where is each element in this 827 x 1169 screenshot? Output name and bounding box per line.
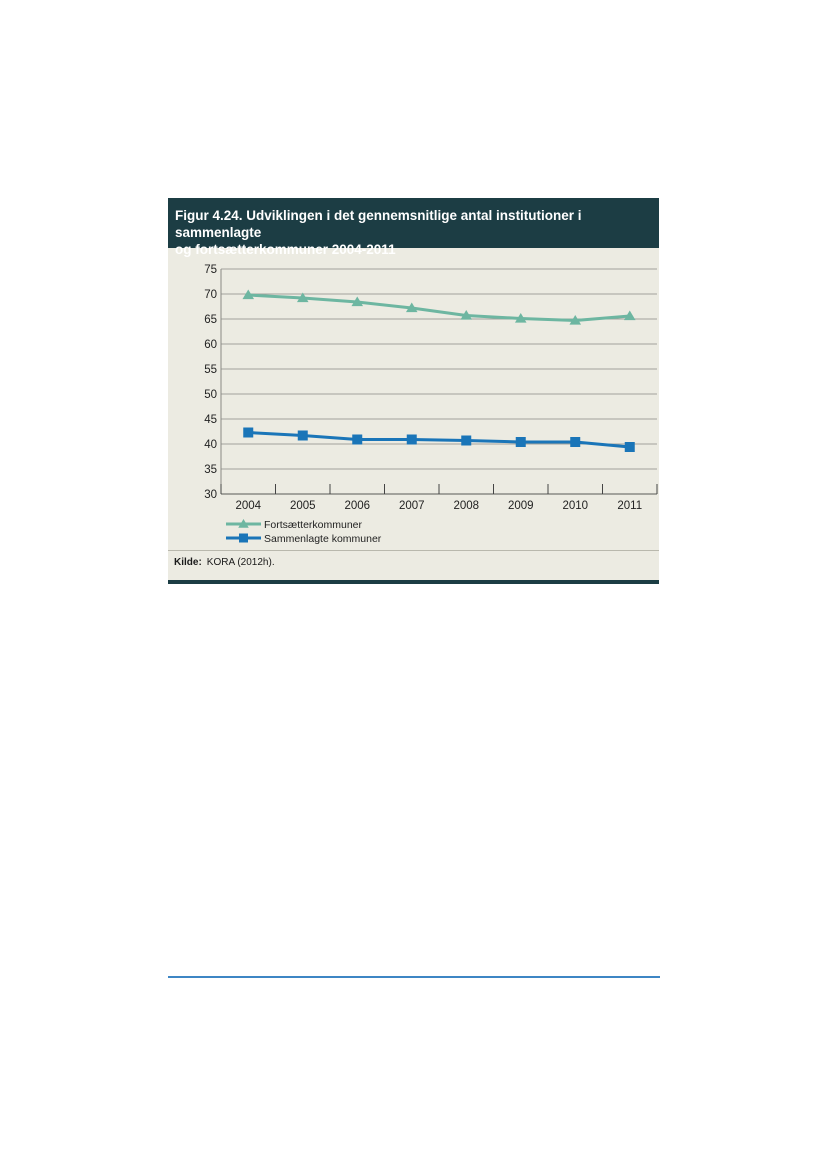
y-tick-label: 50 xyxy=(204,389,217,401)
legend-marker-triangle xyxy=(238,519,249,528)
data-point-square xyxy=(406,434,417,445)
y-tick-label: 65 xyxy=(204,314,217,326)
y-tick-label: 55 xyxy=(204,364,217,376)
data-point-square xyxy=(624,442,635,452)
y-tick-label: 60 xyxy=(204,339,217,351)
data-point-triangle xyxy=(242,289,255,300)
y-tick-label: 75 xyxy=(204,264,217,276)
legend-label: Fortsætterkommuner xyxy=(264,519,363,531)
data-point-triangle xyxy=(460,310,473,320)
figure-panel: Figur 4.24. Udviklingen i det gennemsnit… xyxy=(168,198,659,584)
footer-rule xyxy=(168,976,660,978)
series-line xyxy=(248,293,630,322)
y-tick-label: 70 xyxy=(204,289,217,301)
data-point-triangle xyxy=(351,296,364,307)
legend-label: Sammenlagte kommuner xyxy=(264,533,382,545)
legend-marker-square xyxy=(239,533,248,543)
x-tick-label: 2010 xyxy=(562,500,588,512)
figure-title-line-1: Figur 4.24. Udviklingen i det gennemsnit… xyxy=(175,208,582,240)
y-tick-label: 30 xyxy=(204,489,217,501)
y-tick-label: 40 xyxy=(204,439,217,451)
data-point-triangle xyxy=(623,310,636,321)
series-line xyxy=(248,431,630,449)
source-text: KORA (2012h). xyxy=(206,557,275,568)
x-tick-label: 2005 xyxy=(290,500,316,512)
x-tick-label: 2011 xyxy=(617,500,642,512)
source-label: Kilde: xyxy=(174,557,202,568)
figure-title-line-2: og fortsætterkommuner 2004-2011 xyxy=(175,242,396,257)
figure-title: Figur 4.24. Udviklingen i det gennemsnit… xyxy=(168,198,659,257)
figure-source: Kilde: KORA (2012h). xyxy=(168,550,659,568)
data-point-square xyxy=(570,437,581,447)
data-point-triangle xyxy=(514,313,527,323)
data-point-triangle xyxy=(569,315,582,325)
x-tick-label: 2009 xyxy=(508,500,534,512)
line-chart: 30 35 40 45 50 55 60 65 70 75 2004 2005 2006 2007 2008… xyxy=(204,264,658,545)
x-tick-label: 2008 xyxy=(453,500,479,512)
data-point-triangle xyxy=(405,302,418,313)
x-tick-label: 2007 xyxy=(399,500,425,512)
data-point-triangle xyxy=(296,292,309,303)
data-point-square xyxy=(243,427,254,438)
x-tick-label: 2004 xyxy=(235,500,261,512)
y-tick-label: 35 xyxy=(204,464,217,476)
x-tick-label: 2006 xyxy=(344,500,370,512)
data-point-square xyxy=(515,437,526,447)
y-tick-label: 45 xyxy=(204,414,217,426)
data-point-square xyxy=(461,435,472,446)
data-point-square xyxy=(297,430,308,441)
data-point-square xyxy=(352,434,363,445)
